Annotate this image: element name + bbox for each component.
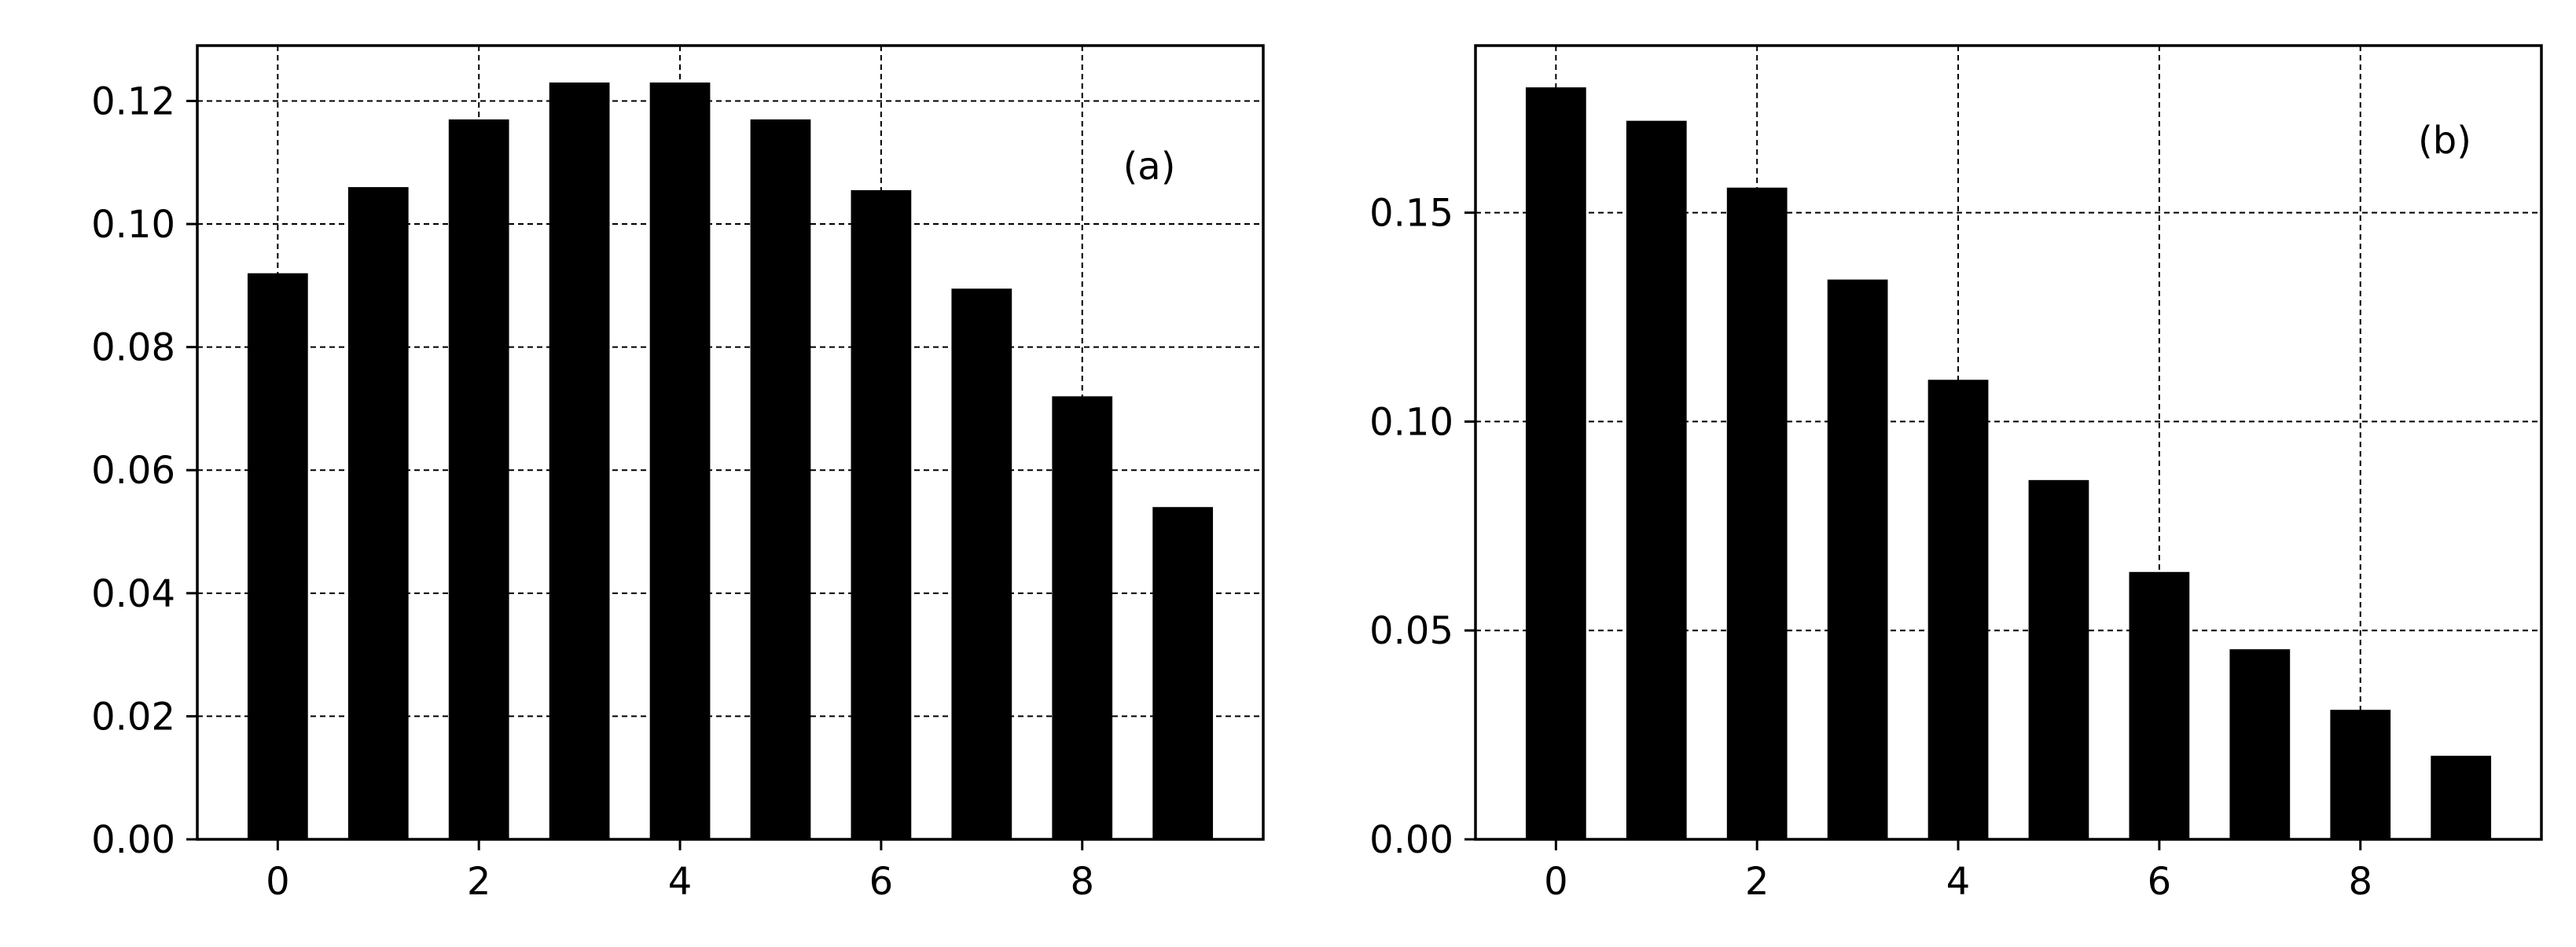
axes-frame bbox=[1474, 44, 2543, 841]
y-tick-label: 0.00 bbox=[1369, 818, 1453, 862]
y-tick-label: 0.06 bbox=[91, 449, 175, 493]
bar bbox=[1525, 87, 1586, 839]
chart-panel-b: 0 2 4 6 8 0.00 0.05 0.10 0.15 (b) bbox=[1369, 44, 2543, 904]
bar bbox=[951, 288, 1012, 840]
bar bbox=[1052, 396, 1113, 840]
x-tick-label: 6 bbox=[869, 860, 894, 904]
bar bbox=[2129, 571, 2190, 839]
bar bbox=[1827, 279, 1888, 839]
bar bbox=[2229, 649, 2291, 839]
bar bbox=[851, 189, 912, 839]
bar bbox=[2028, 479, 2089, 839]
x-tick-label: 0 bbox=[1544, 860, 1568, 904]
chart-panel-a: 0 2 4 6 8 0.00 0.02 0.04 0.06 0.08 0.10 0.12 (a) bbox=[91, 44, 1265, 904]
x-tick-label: 8 bbox=[1070, 860, 1094, 904]
y-tick-label: 0.08 bbox=[91, 326, 175, 370]
y-tick-label: 0.05 bbox=[1369, 609, 1453, 653]
bar bbox=[247, 273, 308, 839]
panel-label: (a) bbox=[1123, 145, 1176, 189]
y-tick-label: 0.15 bbox=[1369, 192, 1453, 236]
bar bbox=[750, 119, 811, 839]
bar bbox=[549, 82, 610, 839]
y-tick-label: 0.00 bbox=[91, 818, 175, 862]
bar bbox=[2330, 710, 2391, 839]
y-tick-label: 0.04 bbox=[91, 572, 175, 616]
x-tick-label: 6 bbox=[2148, 860, 2172, 904]
y-tick-label: 0.02 bbox=[91, 695, 175, 739]
bar bbox=[1626, 120, 1687, 839]
bar bbox=[1726, 187, 1788, 840]
bar bbox=[1927, 380, 1989, 839]
y-tick-label: 0.12 bbox=[91, 79, 175, 123]
x-tick-label: 8 bbox=[2348, 860, 2372, 904]
x-tick-label: 2 bbox=[467, 860, 491, 904]
bar bbox=[649, 82, 711, 839]
y-tick-label: 0.10 bbox=[1369, 400, 1453, 444]
bar bbox=[1152, 507, 1214, 839]
bar bbox=[2431, 755, 2492, 839]
x-tick-label: 0 bbox=[266, 860, 290, 904]
x-tick-label: 4 bbox=[668, 860, 693, 904]
x-tick-label: 2 bbox=[1745, 860, 1769, 904]
bar bbox=[347, 187, 409, 839]
panel-label: (b) bbox=[2418, 119, 2471, 163]
bar bbox=[448, 119, 509, 839]
y-tick-label: 0.10 bbox=[91, 203, 175, 247]
x-tick-label: 4 bbox=[1946, 860, 1971, 904]
axes-frame bbox=[196, 44, 1265, 841]
